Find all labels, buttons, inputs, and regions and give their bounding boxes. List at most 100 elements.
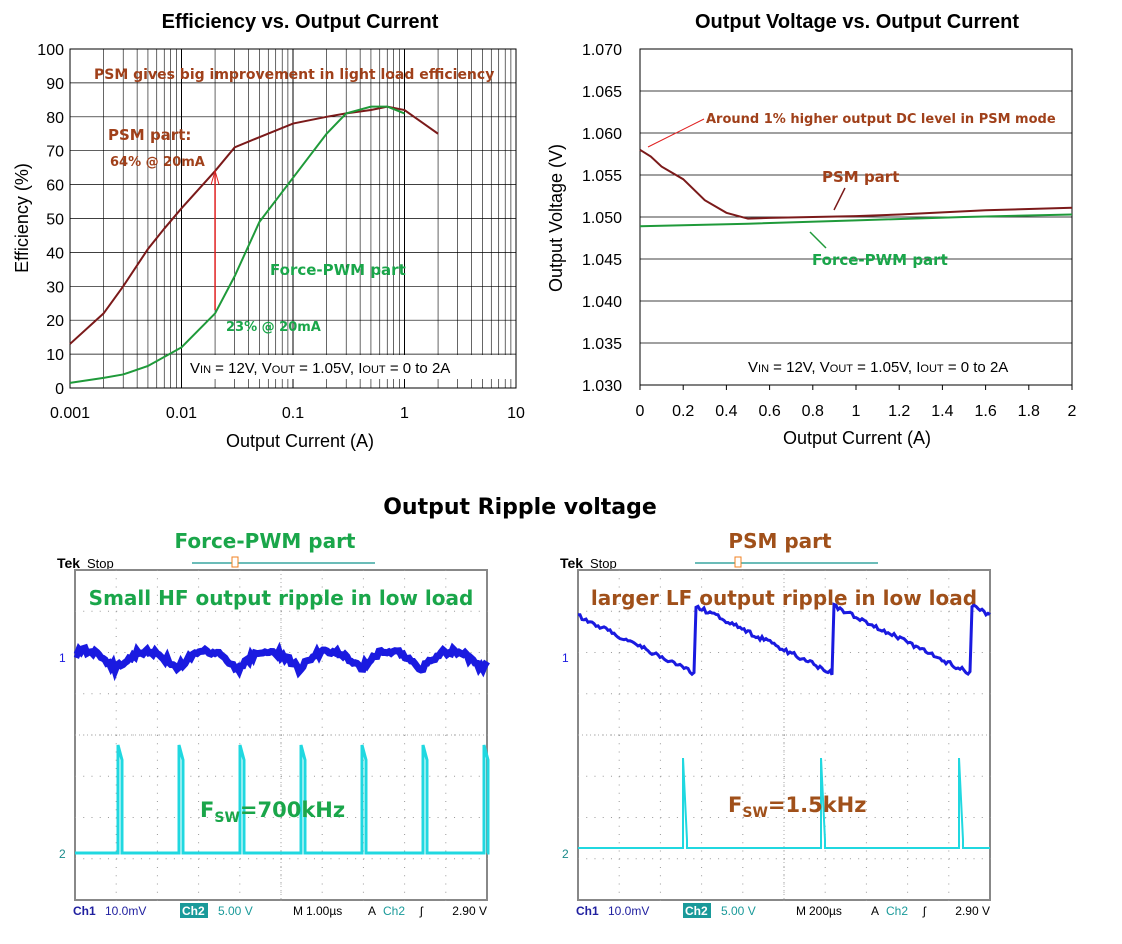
grid-dot: [907, 826, 908, 827]
grid-dot: [924, 776, 925, 777]
grid-dot: [322, 636, 323, 637]
grid-dot: [908, 652, 909, 653]
grid-dot: [883, 776, 884, 777]
grid-dot: [742, 809, 743, 810]
grid-dot: [866, 875, 867, 876]
grid-dot: [866, 587, 867, 588]
grid-dot: [198, 735, 199, 736]
grid-dot: [141, 652, 142, 653]
grid-dot: [322, 768, 323, 769]
grid-dot: [701, 628, 702, 629]
grid-dot: [652, 652, 653, 653]
grid-dot: [198, 867, 199, 868]
grid-dot: [116, 892, 117, 893]
grid-dot: [404, 834, 405, 835]
grid-dot: [907, 867, 908, 868]
grid-dot: [445, 752, 446, 753]
grid-dot: [907, 875, 908, 876]
grid-dot: [322, 834, 323, 835]
grid-dot: [339, 817, 340, 818]
ch2-label: Ch2: [182, 904, 205, 918]
grid-dot: [363, 652, 364, 653]
grid-dot: [116, 628, 117, 629]
grid-dot: [445, 851, 446, 852]
grid-dot: [462, 693, 463, 694]
grid-dot: [817, 611, 818, 612]
grid-dot: [907, 636, 908, 637]
grid-dot: [265, 858, 266, 859]
grid-dot: [701, 595, 702, 596]
grid-dot: [883, 817, 884, 818]
grid-dot: [322, 628, 323, 629]
grid-dot: [199, 817, 200, 818]
grid-dot: [948, 661, 949, 662]
grid-dot: [273, 735, 274, 736]
grid-dot: [916, 611, 917, 612]
grid-dot: [693, 817, 694, 818]
grid-dot: [454, 776, 455, 777]
grid-dot: [792, 735, 793, 736]
grid-dot: [866, 677, 867, 678]
grid-dot: [619, 636, 620, 637]
grid-dot: [907, 818, 908, 819]
grid-dot: [157, 611, 158, 612]
grid-dot: [404, 570, 405, 571]
grid-dot: [866, 595, 867, 596]
grid-dot: [116, 743, 117, 744]
grid-dot: [594, 652, 595, 653]
grid-dot: [462, 611, 463, 612]
grid-dot: [396, 652, 397, 653]
grid-dot: [454, 735, 455, 736]
grid-dot: [157, 710, 158, 711]
grid-dot: [941, 735, 942, 736]
grid-dot: [685, 652, 686, 653]
grid-dot: [660, 587, 661, 588]
grid-dot: [891, 611, 892, 612]
grid-dot: [281, 694, 282, 695]
scope-psm: PSM partTek Stoplarger LF output ripple i…: [560, 529, 991, 918]
grid-dot: [289, 611, 290, 612]
grid-dot: [116, 858, 117, 859]
grid-dot: [404, 859, 405, 860]
grid-dot: [166, 693, 167, 694]
grid-dot: [908, 817, 909, 818]
grid-dot: [116, 817, 117, 818]
grid-dot: [907, 793, 908, 794]
grid-dot: [908, 611, 909, 612]
grid-dot: [660, 875, 661, 876]
grid-dot: [825, 653, 826, 654]
grid-dot: [776, 817, 777, 818]
grid-dot: [784, 842, 785, 843]
grid-dot: [982, 611, 983, 612]
grid-dot: [388, 776, 389, 777]
grid-dot: [660, 603, 661, 604]
grid-dot: [825, 851, 826, 852]
grid-dot: [445, 826, 446, 827]
ch2-scale: 5.00 V: [721, 904, 756, 918]
grid-dot: [116, 809, 117, 810]
grid-dot: [438, 735, 439, 736]
grid-dot: [866, 644, 867, 645]
grid-dot: [825, 620, 826, 621]
grid-dot: [256, 776, 257, 777]
grid-dot: [660, 842, 661, 843]
grid-dot: [701, 719, 702, 720]
grid-dot: [759, 776, 760, 777]
grid-dot: [239, 719, 240, 720]
grid-dot: [322, 859, 323, 860]
switching-frequency: FSW=700kHz: [200, 798, 345, 826]
grid-dot: [322, 735, 323, 736]
grid-dot: [215, 693, 216, 694]
grid-dot: [784, 768, 785, 769]
grid-dot: [669, 858, 670, 859]
grid-dot: [347, 817, 348, 818]
grid-dot: [363, 661, 364, 662]
grid-dot: [199, 776, 200, 777]
grid-dot: [784, 611, 785, 612]
grid-dot: [932, 611, 933, 612]
grid-dot: [825, 727, 826, 728]
grid-dot: [817, 817, 818, 818]
grid-dot: [314, 611, 315, 612]
grid-dot: [825, 818, 826, 819]
grid-dot: [850, 735, 851, 736]
